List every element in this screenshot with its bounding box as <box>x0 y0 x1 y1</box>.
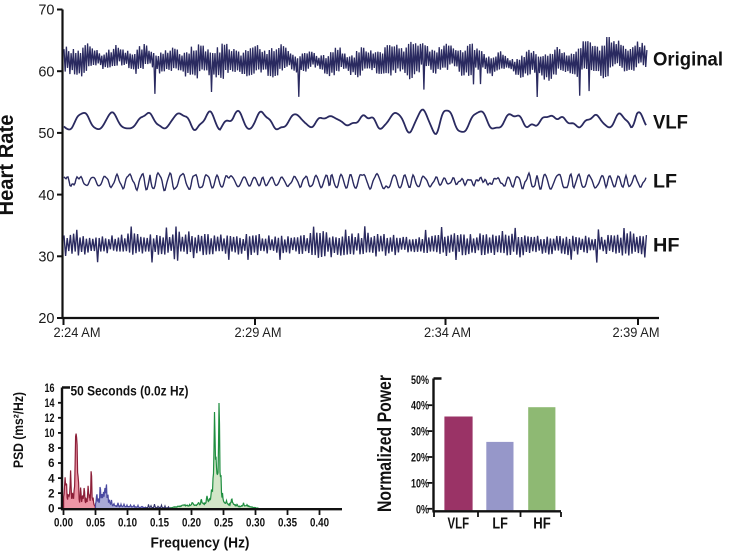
svg-text:50 Seconds (0.0z Hz): 50 Seconds (0.0z Hz) <box>71 383 189 399</box>
svg-text:0.00: 0.00 <box>54 518 73 530</box>
svg-text:40: 40 <box>38 188 54 204</box>
svg-text:20: 20 <box>38 311 54 327</box>
svg-text:6: 6 <box>48 458 54 470</box>
svg-text:8: 8 <box>48 443 55 455</box>
svg-text:0.20: 0.20 <box>182 518 201 530</box>
svg-text:2: 2 <box>48 488 54 500</box>
svg-text:Normalized Power: Normalized Power <box>375 375 396 512</box>
svg-text:VLF: VLF <box>653 113 688 134</box>
svg-text:0.25: 0.25 <box>214 518 234 530</box>
svg-text:30: 30 <box>38 250 54 266</box>
svg-text:12: 12 <box>45 413 55 425</box>
svg-text:HF: HF <box>533 516 551 533</box>
svg-text:10%: 10% <box>411 478 429 490</box>
svg-text:0.15: 0.15 <box>150 518 170 530</box>
svg-text:16: 16 <box>45 383 55 395</box>
svg-text:70: 70 <box>38 3 54 19</box>
svg-text:Original: Original <box>653 50 723 71</box>
svg-text:0.10: 0.10 <box>118 518 137 530</box>
svg-text:0.05: 0.05 <box>86 518 106 530</box>
svg-text:LF: LF <box>492 516 508 533</box>
svg-text:0.35: 0.35 <box>278 518 298 530</box>
svg-text:Heart Rate: Heart Rate <box>0 115 18 216</box>
svg-text:0.40: 0.40 <box>310 518 329 530</box>
svg-text:20%: 20% <box>411 453 429 465</box>
svg-text:50%: 50% <box>411 375 429 387</box>
svg-text:2:24 AM: 2:24 AM <box>54 324 101 340</box>
svg-text:LF: LF <box>653 172 677 193</box>
svg-text:Frequency (Hz): Frequency (Hz) <box>151 535 250 552</box>
svg-text:50: 50 <box>38 126 54 142</box>
svg-text:40%: 40% <box>411 401 429 413</box>
svg-text:2:39 AM: 2:39 AM <box>613 324 660 340</box>
svg-text:10: 10 <box>45 428 55 440</box>
svg-text:0: 0 <box>48 503 54 515</box>
svg-text:VLF: VLF <box>448 516 470 533</box>
svg-text:4: 4 <box>48 473 55 485</box>
svg-text:14: 14 <box>45 398 55 410</box>
svg-text:0.30: 0.30 <box>246 518 265 530</box>
svg-text:2:34 AM: 2:34 AM <box>424 324 471 340</box>
svg-text:60: 60 <box>38 64 54 80</box>
svg-text:0%: 0% <box>416 504 429 516</box>
svg-text:30%: 30% <box>411 427 429 439</box>
svg-text:HF: HF <box>653 236 680 257</box>
svg-text:2:29 AM: 2:29 AM <box>235 324 282 340</box>
svg-text:PSD (ms²/Hz): PSD (ms²/Hz) <box>11 392 26 468</box>
